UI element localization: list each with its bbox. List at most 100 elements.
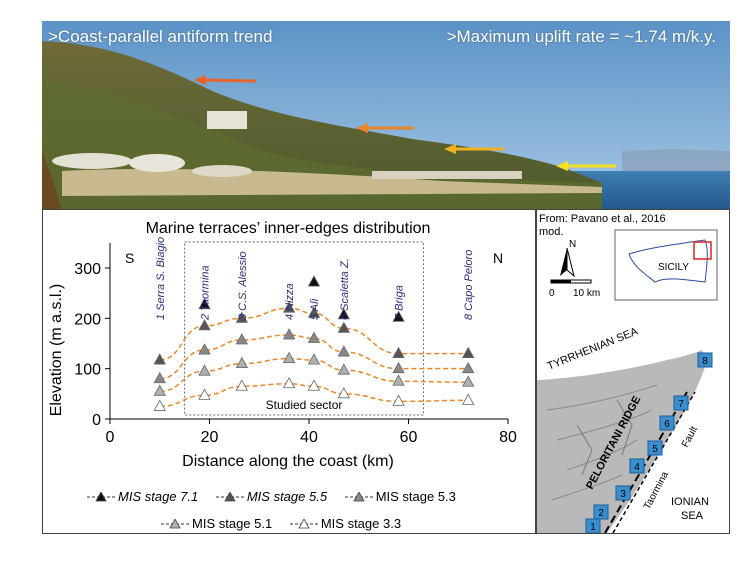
map-site-number: 3 bbox=[620, 489, 626, 500]
trend-arrows bbox=[194, 75, 616, 171]
coast-photo-image bbox=[42, 21, 730, 209]
data-point bbox=[235, 379, 249, 391]
legend-item-mis-5-3: MIS stage 5.3 bbox=[344, 489, 456, 504]
north-arrow-icon: N bbox=[560, 239, 576, 278]
scale-bar: 0 10 km bbox=[549, 279, 600, 299]
y-tick-label: 300 bbox=[74, 261, 101, 278]
data-point bbox=[462, 361, 475, 374]
map-site-marker bbox=[615, 485, 631, 501]
legend-label-mis-3-3: MIS stage 3.3 bbox=[320, 516, 402, 531]
ionian-sea-label: IONIAN bbox=[671, 496, 709, 508]
data-point bbox=[282, 301, 296, 313]
y-axis-label: Elevation (m a.s.l.) bbox=[48, 284, 65, 416]
data-point bbox=[462, 346, 475, 358]
x-tick-label: 60 bbox=[400, 429, 418, 446]
data-point bbox=[307, 275, 321, 287]
legend-item-mis-5-1: MIS stage 5.1 bbox=[161, 516, 272, 531]
study-area-map: From: Pavano et al., 2016 mod. N 0 10 km… bbox=[537, 213, 729, 533]
data-point bbox=[462, 375, 475, 387]
y-tick-label: 100 bbox=[74, 362, 101, 379]
site-label: 7 Briga bbox=[394, 285, 406, 320]
map-site-number: 5 bbox=[652, 444, 658, 455]
site-label: 2 Taormina bbox=[200, 265, 212, 321]
data-point bbox=[198, 364, 211, 376]
map-site-number: 6 bbox=[664, 419, 670, 430]
data-point bbox=[235, 333, 249, 345]
photo-caption-left: >Coast-parallel antiform trend bbox=[48, 27, 273, 46]
legend-label-mis-5-5: MIS stage 5.5 bbox=[246, 489, 328, 504]
legend-swatch bbox=[344, 491, 373, 501]
data-point bbox=[392, 394, 405, 406]
data-point bbox=[337, 321, 351, 333]
map-site-marker bbox=[647, 440, 663, 456]
map-site-number: 1 bbox=[590, 522, 596, 533]
map-site-marker bbox=[585, 518, 601, 533]
x-tick-label: 0 bbox=[106, 429, 115, 446]
terrace-chart: Marine terraces’ inner-edges distributio… bbox=[48, 220, 517, 470]
studied-sector-label: Studied sector bbox=[266, 398, 343, 412]
map-site-number: 4 bbox=[634, 462, 640, 473]
data-point bbox=[392, 374, 405, 386]
legend-item-mis-5-5: MIS stage 5.5 bbox=[215, 489, 328, 504]
legend-row-2: MIS stage 5.1 MIS stage 3.3 bbox=[161, 516, 415, 532]
data-point bbox=[392, 346, 405, 358]
data-point bbox=[307, 353, 321, 365]
map-site-marker bbox=[629, 458, 645, 474]
site-label: 6 Scaletta Z. bbox=[339, 258, 351, 320]
studied-sector-box bbox=[184, 241, 424, 416]
relief-land bbox=[537, 350, 707, 533]
map-site-number: 7 bbox=[678, 399, 684, 410]
data-point bbox=[153, 353, 166, 365]
data-point bbox=[307, 331, 321, 343]
data-point bbox=[198, 319, 211, 331]
map-site-marker bbox=[593, 504, 609, 520]
site-label: 4 Nizza bbox=[284, 283, 296, 320]
data-point bbox=[235, 356, 249, 369]
data-point bbox=[235, 311, 249, 323]
data-point bbox=[198, 388, 211, 400]
legend-item-mis-7-1: MIS stage 7.1 bbox=[87, 489, 198, 504]
chart-panel: Marine terraces’ inner-edges distributio… bbox=[42, 209, 536, 534]
site-label: 1 Serra S. Biagio bbox=[155, 237, 167, 320]
legend-item-mis-3-3: MIS stage 3.3 bbox=[289, 516, 402, 531]
map-site-marker bbox=[673, 395, 689, 411]
data-point bbox=[337, 363, 351, 375]
data-point bbox=[153, 399, 166, 411]
map-site-marker bbox=[659, 415, 675, 431]
legend-swatch bbox=[215, 491, 244, 501]
legend-marker bbox=[169, 518, 181, 528]
legend-marker bbox=[298, 518, 310, 528]
data-point bbox=[198, 297, 211, 310]
map-site-marker bbox=[697, 352, 713, 368]
site-label: 3 C.S. Alessio bbox=[237, 251, 249, 320]
sicily-inset: SICILY bbox=[614, 229, 718, 301]
y-tick-label: 0 bbox=[92, 412, 101, 429]
legend-row-1: MIS stage 7.1 MIS stage 5.5 MIS stage 5.… bbox=[87, 489, 470, 505]
data-point bbox=[282, 351, 296, 364]
x-axis-label: Distance along the coast (km) bbox=[182, 453, 394, 470]
data-point bbox=[307, 306, 321, 318]
y-tick-label: 200 bbox=[74, 311, 101, 328]
data-point bbox=[337, 345, 351, 357]
data-point bbox=[392, 310, 405, 322]
legend-label-mis-5-3: MIS stage 5.3 bbox=[375, 489, 456, 504]
south-label: S bbox=[125, 250, 134, 266]
data-point bbox=[462, 393, 475, 405]
data-point bbox=[337, 307, 351, 320]
map-source-suffix: mod. bbox=[539, 226, 563, 238]
north-label: N bbox=[493, 250, 503, 266]
scale-end: 10 km bbox=[573, 288, 600, 299]
data-point bbox=[307, 379, 321, 391]
x-tick-label: 80 bbox=[499, 429, 517, 446]
x-tick-label: 20 bbox=[201, 429, 219, 446]
ionian-sea-label-2: SEA bbox=[681, 510, 704, 522]
data-point bbox=[282, 376, 296, 389]
map-panel: From: Pavano et al., 2016 mod. N 0 10 km… bbox=[536, 209, 730, 534]
legend-swatch bbox=[289, 518, 318, 528]
legend-label-mis-7-1: MIS stage 7.1 bbox=[118, 489, 199, 504]
site-label: 5 Alì bbox=[309, 298, 321, 320]
coast-photo: >Coast-parallel antiform trend >Maximum … bbox=[42, 21, 730, 209]
map-site-number: 2 bbox=[598, 508, 604, 519]
legend-swatch bbox=[161, 518, 189, 528]
data-point bbox=[198, 343, 211, 355]
